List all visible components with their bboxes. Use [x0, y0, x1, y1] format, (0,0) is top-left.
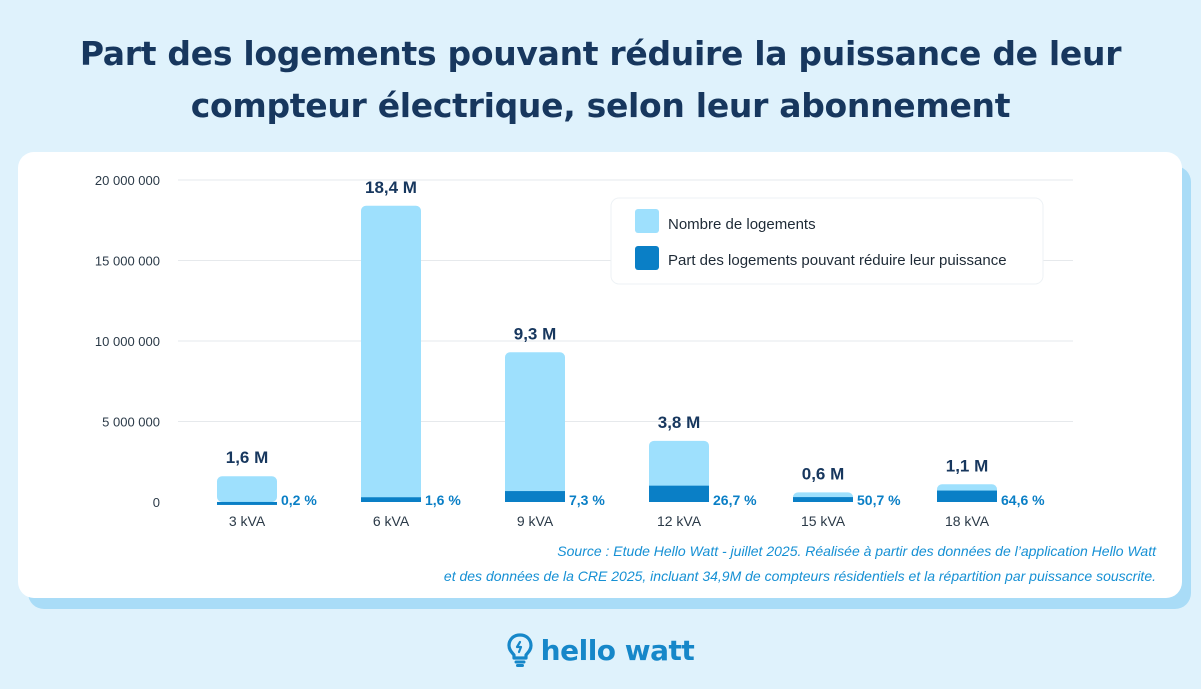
bar-value-label: 1,6 M	[226, 448, 269, 467]
legend-box	[610, 197, 1044, 285]
bar-share	[217, 501, 277, 505]
bar-share	[649, 485, 709, 502]
bar-value-label: 9,3 M	[514, 324, 557, 343]
bar-share-label: 26,7 %	[713, 492, 757, 508]
bar-total	[217, 476, 277, 502]
bar-share	[361, 497, 421, 502]
x-tick-label: 18 kVA	[945, 513, 990, 529]
chart-title-line1: Part des logements pouvant réduire la pu…	[79, 34, 1122, 73]
source-note: Source : Etude Hello Watt - juillet 2025…	[444, 543, 1157, 584]
y-tick-label: 15 000 000	[95, 254, 160, 269]
bar-share-label: 50,7 %	[857, 492, 901, 508]
y-tick-label: 5 000 000	[102, 415, 160, 430]
x-tick-label: 3 kVA	[229, 513, 266, 529]
legend: Nombre de logements Part des logements p…	[610, 197, 1044, 285]
legend-label-share: Part des logements pouvant réduire leur …	[668, 252, 1007, 269]
x-tick-label: 9 kVA	[517, 513, 554, 529]
bar-value-label: 3,8 M	[658, 413, 701, 432]
y-tick-label: 0	[153, 495, 160, 510]
y-axis: 20 000 000 15 000 000 10 000 000 5 000 000 0	[95, 173, 160, 510]
bar-chart: 20 000 000 15 000 000 10 000 000 5 000 000 0…	[95, 173, 1157, 584]
bar-share	[937, 490, 997, 502]
source-line1: Source : Etude Hello Watt - juillet 2025…	[557, 543, 1157, 559]
y-tick-label: 10 000 000	[95, 334, 160, 349]
chart-title-line2: compteur électrique, selon leur abonneme…	[190, 86, 1011, 125]
x-tick-label: 15 kVA	[801, 513, 846, 529]
bar-share-label: 1,6 %	[425, 492, 461, 508]
bar-total	[505, 352, 565, 502]
legend-swatch-total	[635, 209, 659, 233]
bar-share	[793, 497, 853, 502]
chart-card: 20 000 000 15 000 000 10 000 000 5 000 000 0…	[18, 152, 1182, 598]
chart-title: Part des logements pouvant réduire la pu…	[0, 28, 1201, 132]
lightbulb-icon	[507, 633, 533, 667]
source-line2: et des données de la CRE 2025, incluant …	[444, 568, 1156, 584]
x-tick-label: 6 kVA	[373, 513, 410, 529]
bar-value-label: 0,6 M	[802, 464, 845, 483]
legend-swatch-share	[635, 246, 659, 270]
brand-name: hello watt	[540, 633, 695, 667]
bar-total	[361, 205, 421, 502]
bar-share	[505, 491, 565, 502]
bar-share-label: 64,6 %	[1001, 492, 1045, 508]
bar-share-label: 0,2 %	[281, 492, 317, 508]
bar-value-label: 18,4 M	[365, 178, 417, 197]
y-tick-label: 20 000 000	[95, 173, 160, 188]
bar-value-label: 1,1 M	[946, 456, 989, 475]
legend-label-total: Nombre de logements	[668, 216, 816, 233]
bars: 1,6 M 0,2 % 3 kVA 18,4 M 1,6 % 6 kVA 9,3 M 7,3 …	[217, 178, 1045, 529]
x-tick-label: 12 kVA	[657, 513, 702, 529]
bar-share-label: 7,3 %	[569, 492, 605, 508]
brand-logo: hello watt	[0, 628, 1201, 672]
